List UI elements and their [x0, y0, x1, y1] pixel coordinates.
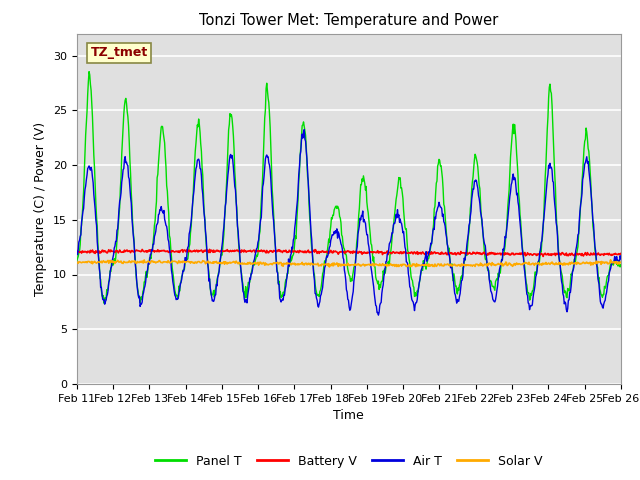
Legend: Panel T, Battery V, Air T, Solar V: Panel T, Battery V, Air T, Solar V	[150, 450, 548, 473]
X-axis label: Time: Time	[333, 409, 364, 422]
Text: TZ_tmet: TZ_tmet	[90, 47, 148, 60]
Title: Tonzi Tower Met: Temperature and Power: Tonzi Tower Met: Temperature and Power	[199, 13, 499, 28]
Y-axis label: Temperature (C) / Power (V): Temperature (C) / Power (V)	[35, 122, 47, 296]
